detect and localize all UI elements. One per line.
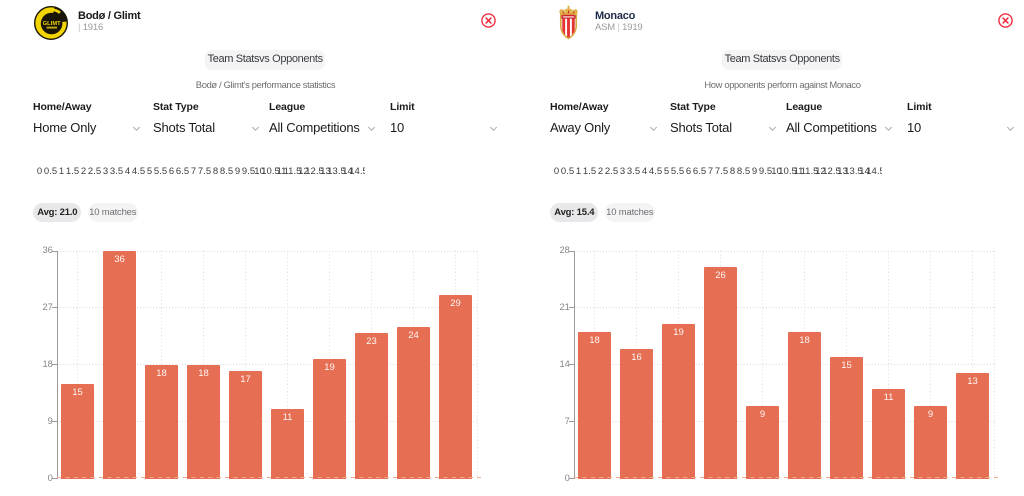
svg-text:GLIMT: GLIMT <box>43 21 61 27</box>
